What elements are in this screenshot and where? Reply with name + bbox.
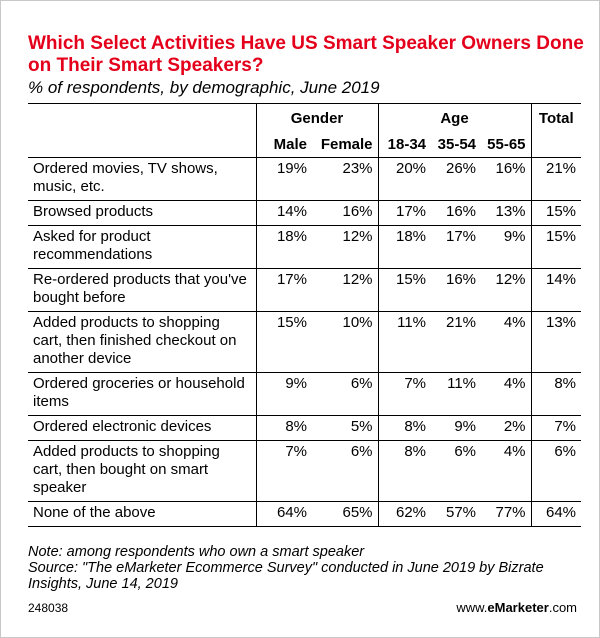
cell-value: 13%	[481, 200, 532, 226]
cell-value: 26%	[445, 160, 477, 177]
cell-value: 64%	[276, 504, 307, 521]
table-row: Added products to shopping cart, then bo…	[28, 440, 582, 502]
cell-value: 15%	[546, 203, 577, 220]
column-header-male: Male	[273, 135, 307, 153]
brand-prefix: www.	[456, 600, 488, 615]
row-label: Re-ordered products that you've bought b…	[28, 268, 257, 312]
column-header-female: Female	[312, 130, 379, 158]
cell-value: 9%	[285, 375, 307, 392]
row-label: Ordered groceries or household items	[28, 372, 257, 416]
column-header-total-spacer	[531, 131, 581, 158]
cell-value: 57%	[445, 504, 477, 521]
column-header-18-34: 18-34	[387, 135, 427, 153]
brand-suffix: .com	[548, 600, 577, 615]
chart-title: Which Select Activities Have US Smart Sp…	[28, 33, 584, 76]
cell-value: 6%	[554, 443, 577, 460]
cell-value: 23%	[312, 157, 379, 201]
table-body: Ordered movies, TV shows, music, etc. 19%…	[28, 157, 582, 527]
cell-value: 4%	[481, 440, 532, 502]
cell-value: 8%	[404, 418, 427, 435]
chart-subtitle: % of respondents, by demographic, June 2…	[28, 78, 380, 97]
cell-value: 12%	[481, 268, 532, 312]
footnotes: Note: among respondents who own a smart …	[28, 544, 588, 592]
table-row: Added products to shopping cart, then fi…	[28, 311, 582, 373]
cell-value: 6%	[454, 443, 477, 460]
cell-value: 62%	[395, 504, 427, 521]
row-label: Added products to shopping cart, then fi…	[28, 311, 257, 373]
cell-value: 16%	[445, 271, 477, 288]
group-header-age: Age	[378, 103, 532, 131]
cell-value: 64%	[546, 504, 577, 521]
cell-value: 11%	[397, 314, 427, 331]
header-spacer	[28, 130, 257, 158]
cell-value: 8%	[285, 418, 307, 435]
row-label: Ordered electronic devices	[28, 415, 257, 441]
cell-value: 65%	[312, 501, 379, 527]
cell-value: 17%	[445, 228, 477, 245]
cell-value: 7%	[285, 443, 307, 460]
cell-value: 11%	[447, 375, 477, 392]
row-label: Asked for product recommendations	[28, 225, 257, 269]
table-row: Ordered groceries or household items 9% 6%…	[28, 372, 582, 416]
cell-value: 14%	[276, 203, 307, 220]
cell-value: 17%	[395, 203, 427, 220]
table-row: None of the above 64% 65% 62% 57% 77% 64%	[28, 501, 582, 527]
cell-value: 12%	[312, 268, 379, 312]
cell-value: 15%	[395, 271, 427, 288]
header-spacer	[28, 103, 257, 131]
cell-value: 13%	[546, 314, 577, 331]
cell-value: 21%	[445, 314, 477, 331]
cell-value: 2%	[481, 415, 532, 441]
cell-value: 16%	[445, 203, 477, 220]
cell-value: 12%	[312, 225, 379, 269]
table-row: Ordered movies, TV shows, music, etc. 19%…	[28, 157, 582, 201]
cell-value: 18%	[276, 228, 307, 245]
group-header-total: Total	[538, 110, 574, 127]
cell-value: 8%	[554, 375, 577, 392]
cell-value: 19%	[276, 160, 307, 177]
column-header-row: Male Female 18-34 35-54 55-65	[28, 130, 582, 158]
cell-value: 9%	[481, 225, 532, 269]
row-label: Browsed products	[28, 200, 257, 226]
data-table: Gender Age Total Male Female 18-34 35-54…	[28, 103, 582, 527]
note-text: Note: among respondents who own a smart …	[28, 544, 365, 560]
cell-value: 6%	[312, 440, 379, 502]
cell-value: 6%	[312, 372, 379, 416]
table-row: Re-ordered products that you've bought b…	[28, 268, 582, 312]
cell-value: 7%	[404, 375, 427, 392]
column-header-35-54: 35-54	[437, 135, 477, 153]
group-header-row: Gender Age Total	[28, 103, 582, 131]
cell-value: 18%	[395, 228, 427, 245]
brand-name: eMarketer	[487, 600, 549, 615]
cell-value: 16%	[312, 200, 379, 226]
table-row: Ordered electronic devices 8% 5% 8% 9% 2% 7%	[28, 415, 582, 441]
cell-value: 7%	[554, 418, 577, 435]
cell-value: 15%	[546, 228, 577, 245]
table-row: Asked for product recommendations 18% 12% 1…	[28, 225, 582, 269]
column-header-55-65: 55-65	[481, 130, 532, 158]
cell-value: 77%	[481, 501, 532, 527]
table-row: Browsed products 14% 16% 17% 16% 13% 15%	[28, 200, 582, 226]
cell-value: 16%	[481, 157, 532, 201]
chart-id: 248038	[28, 601, 69, 615]
cell-value: 10%	[312, 311, 379, 373]
brand-logo: www.eMarketer.com	[456, 600, 577, 615]
cell-value: 14%	[546, 271, 577, 288]
row-label: Ordered movies, TV shows, music, etc.	[28, 157, 257, 201]
cell-value: 4%	[481, 372, 532, 416]
cell-value: 20%	[395, 160, 427, 177]
row-label: Added products to shopping cart, then bo…	[28, 440, 257, 502]
cell-value: 15%	[276, 314, 307, 331]
cell-value: 17%	[276, 271, 307, 288]
cell-value: 9%	[454, 418, 477, 435]
cell-value: 8%	[404, 443, 427, 460]
cell-value: 21%	[546, 160, 577, 177]
cell-value: 5%	[312, 415, 379, 441]
source-text: Source: "The eMarketer Ecommerce Survey"…	[28, 560, 544, 592]
group-header-gender: Gender	[256, 103, 379, 131]
row-label: None of the above	[28, 501, 257, 527]
cell-value: 4%	[481, 311, 532, 373]
